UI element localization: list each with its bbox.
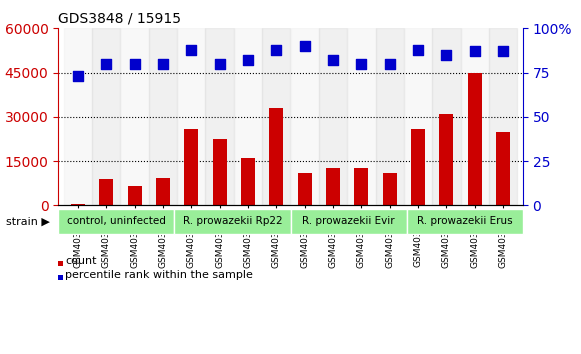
Bar — [128, 186, 142, 205]
Bar — [234, 28, 262, 205]
Bar — [156, 178, 170, 205]
Bar — [496, 132, 510, 205]
Bar — [92, 28, 120, 205]
Point — [243, 57, 253, 63]
Bar — [468, 73, 482, 205]
Bar — [411, 129, 425, 205]
Point — [300, 43, 309, 49]
Bar — [297, 173, 312, 205]
Point — [414, 47, 423, 52]
Bar — [177, 28, 206, 205]
Bar — [241, 158, 255, 205]
Bar — [461, 28, 489, 205]
Point — [385, 61, 394, 67]
Bar — [432, 28, 461, 205]
Point — [498, 48, 508, 54]
Text: strain ▶: strain ▶ — [6, 216, 50, 226]
Bar — [149, 28, 177, 205]
Text: R. prowazekii Rp22: R. prowazekii Rp22 — [182, 216, 282, 226]
Bar — [120, 28, 149, 205]
Text: GDS3848 / 15915: GDS3848 / 15915 — [58, 12, 181, 26]
Point — [272, 47, 281, 52]
Text: count: count — [65, 256, 96, 266]
Bar — [269, 108, 284, 205]
Bar — [290, 28, 319, 205]
Bar — [71, 204, 85, 205]
Bar — [64, 28, 92, 205]
Text: R. prowazekii Erus: R. prowazekii Erus — [417, 216, 512, 226]
Bar — [383, 173, 397, 205]
Bar — [347, 28, 375, 205]
Bar — [439, 114, 453, 205]
Text: percentile rank within the sample: percentile rank within the sample — [65, 270, 253, 280]
Point — [130, 61, 139, 67]
Text: control, uninfected: control, uninfected — [67, 216, 166, 226]
Bar — [99, 179, 113, 205]
Point — [357, 61, 366, 67]
Bar — [489, 28, 517, 205]
Bar — [206, 28, 234, 205]
Point — [73, 73, 83, 79]
Point — [470, 48, 479, 54]
Point — [187, 47, 196, 52]
Point — [102, 61, 111, 67]
Point — [442, 52, 451, 58]
Bar — [184, 129, 198, 205]
Bar — [326, 169, 340, 205]
Point — [215, 61, 224, 67]
Bar — [354, 169, 368, 205]
Bar — [213, 139, 227, 205]
Point — [328, 57, 338, 63]
Bar — [319, 28, 347, 205]
Bar — [375, 28, 404, 205]
Text: R. prowazekii Evir: R. prowazekii Evir — [302, 216, 395, 226]
Bar — [262, 28, 290, 205]
Bar — [404, 28, 432, 205]
Point — [158, 61, 167, 67]
